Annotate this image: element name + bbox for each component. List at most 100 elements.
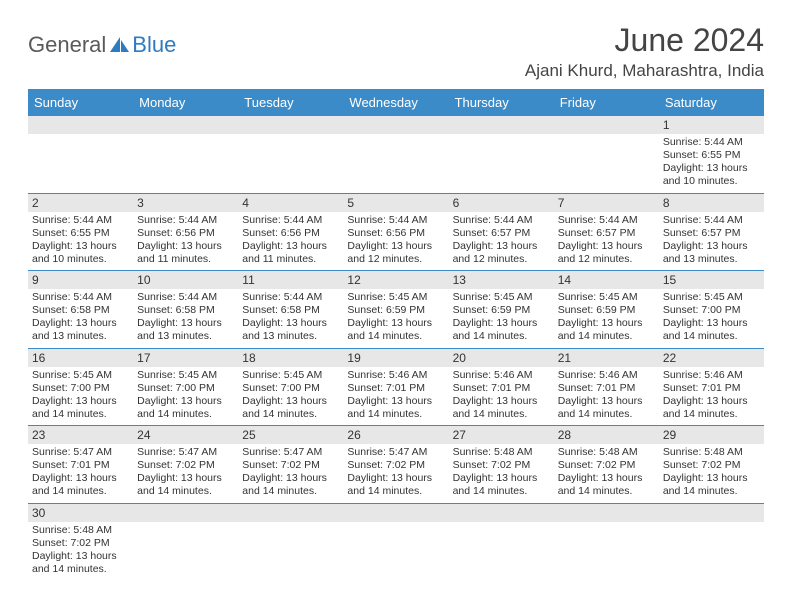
day-line-d2: and 10 minutes. [663,175,760,188]
day-header-cell: Wednesday [343,89,448,116]
day-cell: Sunrise: 5:46 AMSunset: 7:01 PMDaylight:… [554,367,659,426]
day-line-ss: Sunset: 7:02 PM [347,459,444,472]
daynum-cell: 5 [343,194,448,212]
daynum-cell: 18 [238,349,343,367]
day-line-sr: Sunrise: 5:44 AM [242,214,339,227]
daynum-cell: 3 [133,194,238,212]
daynum-row: 2345678 [28,194,764,212]
month-title: June 2024 [525,22,764,59]
day-line-d2: and 11 minutes. [137,253,234,266]
daynum-cell: 19 [343,349,448,367]
daynum-cell [554,504,659,522]
daynum-cell: 14 [554,271,659,289]
day-line-d2: and 11 minutes. [242,253,339,266]
day-line-d2: and 13 minutes. [137,330,234,343]
logo: General Blue [28,22,176,58]
day-header-row: SundayMondayTuesdayWednesdayThursdayFrid… [28,89,764,116]
day-cell: Sunrise: 5:44 AMSunset: 6:58 PMDaylight:… [133,289,238,348]
week-row: Sunrise: 5:44 AMSunset: 6:58 PMDaylight:… [28,289,764,349]
day-line-ss: Sunset: 7:01 PM [663,382,760,395]
day-cell: Sunrise: 5:45 AMSunset: 6:59 PMDaylight:… [343,289,448,348]
day-line-ss: Sunset: 6:55 PM [32,227,129,240]
day-line-ss: Sunset: 7:02 PM [242,459,339,472]
day-cell: Sunrise: 5:48 AMSunset: 7:02 PMDaylight:… [449,444,554,503]
day-line-sr: Sunrise: 5:45 AM [558,291,655,304]
day-cell: Sunrise: 5:47 AMSunset: 7:02 PMDaylight:… [238,444,343,503]
day-line-ss: Sunset: 6:57 PM [663,227,760,240]
day-line-d2: and 12 minutes. [453,253,550,266]
day-line-d1: Daylight: 13 hours [242,395,339,408]
day-cell [238,134,343,193]
calendar: SundayMondayTuesdayWednesdayThursdayFrid… [28,89,764,580]
day-line-sr: Sunrise: 5:48 AM [32,524,129,537]
daynum-cell: 13 [449,271,554,289]
daynum-cell: 22 [659,349,764,367]
day-cell: Sunrise: 5:46 AMSunset: 7:01 PMDaylight:… [343,367,448,426]
daynum-cell [133,116,238,134]
day-line-d2: and 14 minutes. [137,485,234,498]
day-line-d2: and 14 minutes. [347,330,444,343]
day-cell: Sunrise: 5:47 AMSunset: 7:02 PMDaylight:… [133,444,238,503]
daynum-cell: 21 [554,349,659,367]
location: Ajani Khurd, Maharashtra, India [525,61,764,81]
day-line-d1: Daylight: 13 hours [663,395,760,408]
day-line-sr: Sunrise: 5:47 AM [32,446,129,459]
day-cell: Sunrise: 5:44 AMSunset: 6:56 PMDaylight:… [133,212,238,271]
week-row: Sunrise: 5:44 AMSunset: 6:55 PMDaylight:… [28,134,764,194]
day-header-cell: Thursday [449,89,554,116]
day-line-d1: Daylight: 13 hours [32,240,129,253]
day-cell: Sunrise: 5:45 AMSunset: 7:00 PMDaylight:… [659,289,764,348]
day-line-d1: Daylight: 13 hours [663,240,760,253]
day-line-sr: Sunrise: 5:45 AM [137,369,234,382]
day-line-d1: Daylight: 13 hours [137,395,234,408]
day-line-d1: Daylight: 13 hours [32,472,129,485]
day-cell: Sunrise: 5:44 AMSunset: 6:58 PMDaylight:… [238,289,343,348]
day-line-d1: Daylight: 13 hours [558,395,655,408]
daynum-row: 16171819202122 [28,349,764,367]
day-cell: Sunrise: 5:46 AMSunset: 7:01 PMDaylight:… [659,367,764,426]
day-line-sr: Sunrise: 5:44 AM [137,214,234,227]
day-cell: Sunrise: 5:48 AMSunset: 7:02 PMDaylight:… [554,444,659,503]
day-cell [343,134,448,193]
day-cell: Sunrise: 5:45 AMSunset: 6:59 PMDaylight:… [554,289,659,348]
day-line-d1: Daylight: 13 hours [347,395,444,408]
day-line-d1: Daylight: 13 hours [137,240,234,253]
day-line-d1: Daylight: 13 hours [453,395,550,408]
day-header-cell: Monday [133,89,238,116]
week-row: Sunrise: 5:48 AMSunset: 7:02 PMDaylight:… [28,522,764,581]
day-line-ss: Sunset: 6:59 PM [558,304,655,317]
day-line-d1: Daylight: 13 hours [347,240,444,253]
daynum-cell: 30 [28,504,133,522]
day-cell: Sunrise: 5:47 AMSunset: 7:02 PMDaylight:… [343,444,448,503]
day-line-d1: Daylight: 13 hours [32,550,129,563]
daynum-cell: 11 [238,271,343,289]
day-header-cell: Tuesday [238,89,343,116]
sail-icon [109,36,131,54]
day-line-d1: Daylight: 13 hours [347,317,444,330]
day-cell [659,522,764,581]
day-cell: Sunrise: 5:47 AMSunset: 7:01 PMDaylight:… [28,444,133,503]
daynum-cell [238,116,343,134]
day-line-ss: Sunset: 6:59 PM [347,304,444,317]
day-line-d2: and 14 minutes. [453,408,550,421]
day-line-d1: Daylight: 13 hours [663,317,760,330]
day-line-sr: Sunrise: 5:46 AM [558,369,655,382]
title-block: June 2024 Ajani Khurd, Maharashtra, Indi… [525,22,764,81]
day-cell [449,522,554,581]
day-line-sr: Sunrise: 5:44 AM [453,214,550,227]
day-line-ss: Sunset: 7:00 PM [32,382,129,395]
day-cell [238,522,343,581]
logo-text-2: Blue [132,32,176,58]
day-cell: Sunrise: 5:44 AMSunset: 6:56 PMDaylight:… [343,212,448,271]
day-line-d2: and 14 minutes. [242,408,339,421]
day-cell: Sunrise: 5:44 AMSunset: 6:57 PMDaylight:… [554,212,659,271]
daynum-cell: 4 [238,194,343,212]
day-line-d1: Daylight: 13 hours [242,317,339,330]
day-line-d2: and 14 minutes. [453,485,550,498]
day-line-sr: Sunrise: 5:45 AM [663,291,760,304]
day-line-ss: Sunset: 7:00 PM [137,382,234,395]
daynum-cell: 17 [133,349,238,367]
daynum-row: 1 [28,116,764,134]
daynum-cell [554,116,659,134]
day-cell: Sunrise: 5:45 AMSunset: 6:59 PMDaylight:… [449,289,554,348]
